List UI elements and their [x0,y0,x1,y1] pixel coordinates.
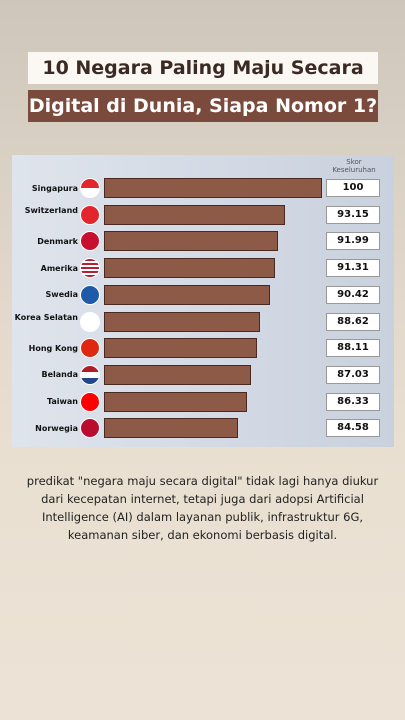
category-label: Switzerland [24,205,78,215]
category-label: Swedia [45,290,78,300]
category-label: Belanda [41,370,78,380]
flag-icon [80,311,100,332]
flag-icon [80,284,100,305]
flag-icon [80,204,100,225]
category-label: Amerika [40,263,78,273]
value-label: 93.15 [326,205,380,224]
bar [104,204,285,225]
value-label: 84.58 [326,419,380,438]
bar [104,364,252,385]
value-label: 90.42 [326,285,380,304]
category-label: Korea Selatan [14,312,78,322]
flag-icon [80,418,100,439]
value-label: 88.62 [326,312,380,331]
value-label: 91.99 [326,232,380,251]
value-header: Skor Keseluruhan [332,158,376,174]
bar [104,391,248,412]
bar [104,284,270,305]
category-label: Singapura [31,183,78,193]
flag-icon [80,364,100,385]
bar [104,231,279,252]
value-label: 87.03 [326,365,380,384]
bar [104,311,260,332]
value-label: 86.33 [326,392,380,411]
flag-icon [80,391,100,412]
bar [104,418,238,439]
value-label: 91.31 [326,259,380,278]
flag-icon [80,231,100,252]
category-label: Norwegia [35,423,78,433]
title: 10 Negara Paling Maju Secara [28,52,378,84]
flag-icon [80,258,100,279]
subtitle: Digital di Dunia, Siapa Nomor 1? [28,90,378,122]
value-label: 88.11 [326,339,380,358]
flag-icon [80,338,100,359]
bar [104,178,322,198]
category-label: Denmark [37,236,78,246]
bar [104,258,275,279]
category-label: Taiwan [46,397,78,407]
category-label: Hong Kong [28,343,78,353]
flag-icon [80,178,100,198]
bar [104,338,258,359]
value-label: 100 [326,179,380,197]
caption: predikat "negara maju secara digital" ti… [26,474,379,542]
